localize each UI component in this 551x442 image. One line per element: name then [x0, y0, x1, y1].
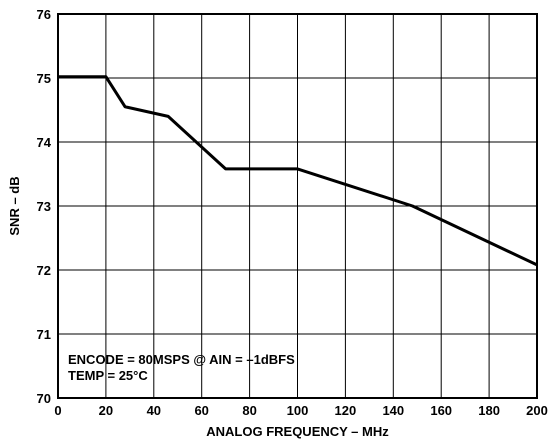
y-tick-label: 72: [37, 263, 51, 278]
y-tick-label: 74: [37, 135, 52, 150]
x-tick-label: 200: [526, 403, 548, 418]
x-tick-label: 0: [54, 403, 61, 418]
x-tick-label: 60: [194, 403, 208, 418]
x-tick-label: 40: [147, 403, 161, 418]
annotation-temp: TEMP = 25°C: [68, 368, 148, 383]
y-tick-labels: 70 71 72 73 74 75 76: [37, 7, 52, 406]
y-tick-label: 76: [37, 7, 51, 22]
x-tick-labels: 0 20 40 60 80 100 120 140 160 180 200: [54, 403, 547, 418]
x-tick-label: 120: [335, 403, 357, 418]
x-tick-label: 180: [478, 403, 500, 418]
y-axis-label: SNR – dB: [7, 176, 22, 235]
x-tick-label: 100: [287, 403, 309, 418]
y-tick-label: 70: [37, 391, 51, 406]
x-axis-label: ANALOG FREQUENCY – MHz: [206, 424, 389, 439]
grid-lines: [57, 13, 538, 399]
y-tick-label: 73: [37, 199, 51, 214]
series-line: [58, 75, 538, 267]
y-tick-label: 75: [37, 71, 51, 86]
annotation-encode: ENCODE = 80MSPS @ AIN = –1dBFS: [68, 352, 295, 367]
x-tick-label: 20: [99, 403, 113, 418]
x-tick-label: 80: [242, 403, 256, 418]
y-tick-label: 71: [37, 327, 51, 342]
x-tick-label: 160: [430, 403, 452, 418]
x-tick-label: 140: [382, 403, 404, 418]
plot-frame: [57, 13, 538, 399]
